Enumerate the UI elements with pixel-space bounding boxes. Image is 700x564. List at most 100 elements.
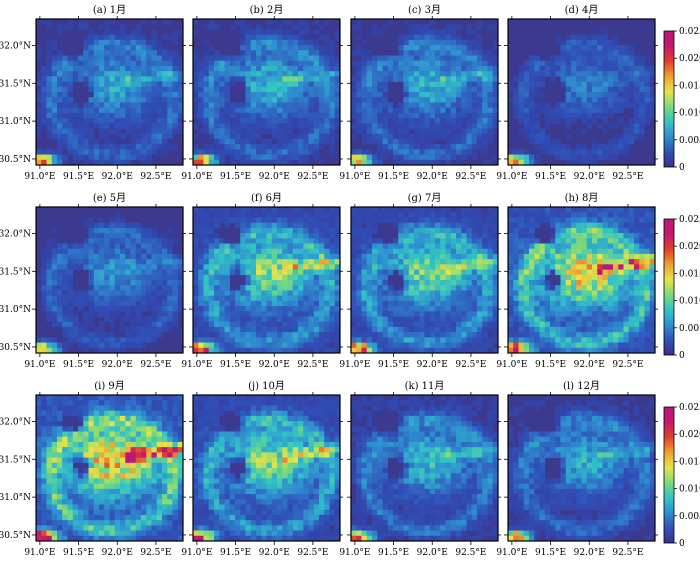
- heat-cell: [377, 102, 383, 108]
- heat-cell: [586, 123, 593, 129]
- heat-cell: [235, 128, 241, 135]
- heat-cell: [224, 264, 231, 270]
- heat-cell: [408, 107, 415, 114]
- heat-cell: [177, 97, 184, 103]
- heat-cell: [456, 102, 462, 108]
- heat-cell: [372, 337, 378, 343]
- heat-cell: [125, 112, 131, 119]
- heat-cell: [544, 144, 551, 150]
- heat-cell: [172, 123, 179, 129]
- heat-cell: [372, 76, 378, 82]
- heat-cell: [539, 92, 546, 98]
- heat-cell: [308, 337, 315, 343]
- heat-cell: [592, 39, 598, 46]
- heat-cell: [477, 326, 483, 333]
- heat-cell: [466, 264, 473, 270]
- heat-cell: [167, 295, 173, 302]
- heat-cell: [477, 107, 483, 114]
- heat-cell: [287, 29, 294, 35]
- heat-cell: [639, 248, 645, 255]
- heat-cell: [193, 316, 199, 323]
- heat-cell: [250, 39, 257, 46]
- heat-cell: [41, 264, 47, 270]
- heat-cell: [513, 233, 519, 239]
- heat-cell: [298, 133, 304, 140]
- heat-cell: [649, 207, 656, 213]
- heat-cell: [292, 212, 299, 218]
- heat-cell: [408, 118, 415, 124]
- heat-cell: [93, 342, 100, 349]
- heat-cell: [57, 97, 63, 103]
- x-tick-label: 92.5°E: [140, 360, 171, 370]
- heat-cell: [130, 149, 137, 155]
- heat-cell: [229, 259, 236, 265]
- heat-cell: [403, 86, 410, 93]
- heat-cell: [450, 342, 457, 349]
- heat-cell: [78, 300, 84, 307]
- heat-cell: [450, 45, 457, 51]
- heat-cell: [424, 227, 431, 234]
- heat-cell: [250, 45, 257, 51]
- heat-cell: [487, 123, 494, 129]
- heat-cell: [250, 243, 257, 250]
- heat-cell: [46, 19, 53, 25]
- heat-cell: [523, 86, 530, 93]
- heat-cell: [229, 65, 236, 72]
- heat-cell: [151, 227, 158, 234]
- heat-cell: [266, 39, 273, 46]
- heat-cell: [208, 217, 215, 223]
- heat-cell: [450, 39, 457, 46]
- heat-cell: [324, 347, 330, 354]
- heat-cell: [356, 347, 362, 354]
- heat-cell: [177, 65, 184, 72]
- heat-cell: [120, 347, 126, 354]
- heat-cell: [607, 76, 614, 82]
- heat-cell: [219, 337, 225, 343]
- heat-cell: [602, 227, 609, 234]
- heat-cell: [135, 300, 142, 307]
- x-tick-label: 92.0°E: [259, 360, 290, 370]
- heat-cell: [219, 118, 225, 124]
- heat-cell: [72, 264, 79, 270]
- heat-cell: [623, 243, 630, 250]
- heat-cell: [313, 55, 320, 62]
- heat-cells: [36, 212, 184, 354]
- heat-cell: [366, 227, 373, 234]
- heat-cell: [393, 306, 399, 312]
- heat-cell: [550, 71, 556, 77]
- heat-cell: [114, 65, 121, 72]
- heat-cell: [366, 306, 373, 312]
- heat-cell: [109, 264, 116, 270]
- heat-cell: [560, 269, 567, 276]
- heat-cell: [450, 337, 457, 343]
- heat-cell: [240, 159, 246, 166]
- heat-cell: [135, 222, 142, 229]
- heat-cell: [224, 290, 231, 296]
- heat-cell: [351, 300, 357, 307]
- heat-cell: [51, 112, 58, 119]
- heat-cell: [156, 81, 163, 88]
- heat-cell: [602, 65, 609, 72]
- heat-cell: [78, 138, 84, 145]
- heat-cell: [461, 217, 467, 223]
- heat-cell: [607, 269, 614, 276]
- heat-cell: [634, 207, 640, 213]
- heat-cell: [78, 65, 84, 72]
- heat-cell: [403, 311, 410, 317]
- heat-cell: [408, 86, 415, 93]
- heat-cell: [366, 259, 373, 265]
- heat-cell: [156, 253, 163, 260]
- heat-cell: [62, 342, 68, 349]
- heat-cell: [104, 248, 110, 255]
- heat-cell: [203, 212, 210, 218]
- heat-cell: [366, 65, 373, 72]
- heat-cell: [46, 253, 53, 260]
- heat-cell: [67, 248, 74, 255]
- heat-cell: [135, 128, 142, 135]
- heat-cell: [414, 217, 420, 223]
- heat-cell: [513, 112, 519, 119]
- heat-cell: [130, 269, 137, 276]
- heat-cell: [513, 97, 519, 103]
- heat-cell: [266, 285, 273, 291]
